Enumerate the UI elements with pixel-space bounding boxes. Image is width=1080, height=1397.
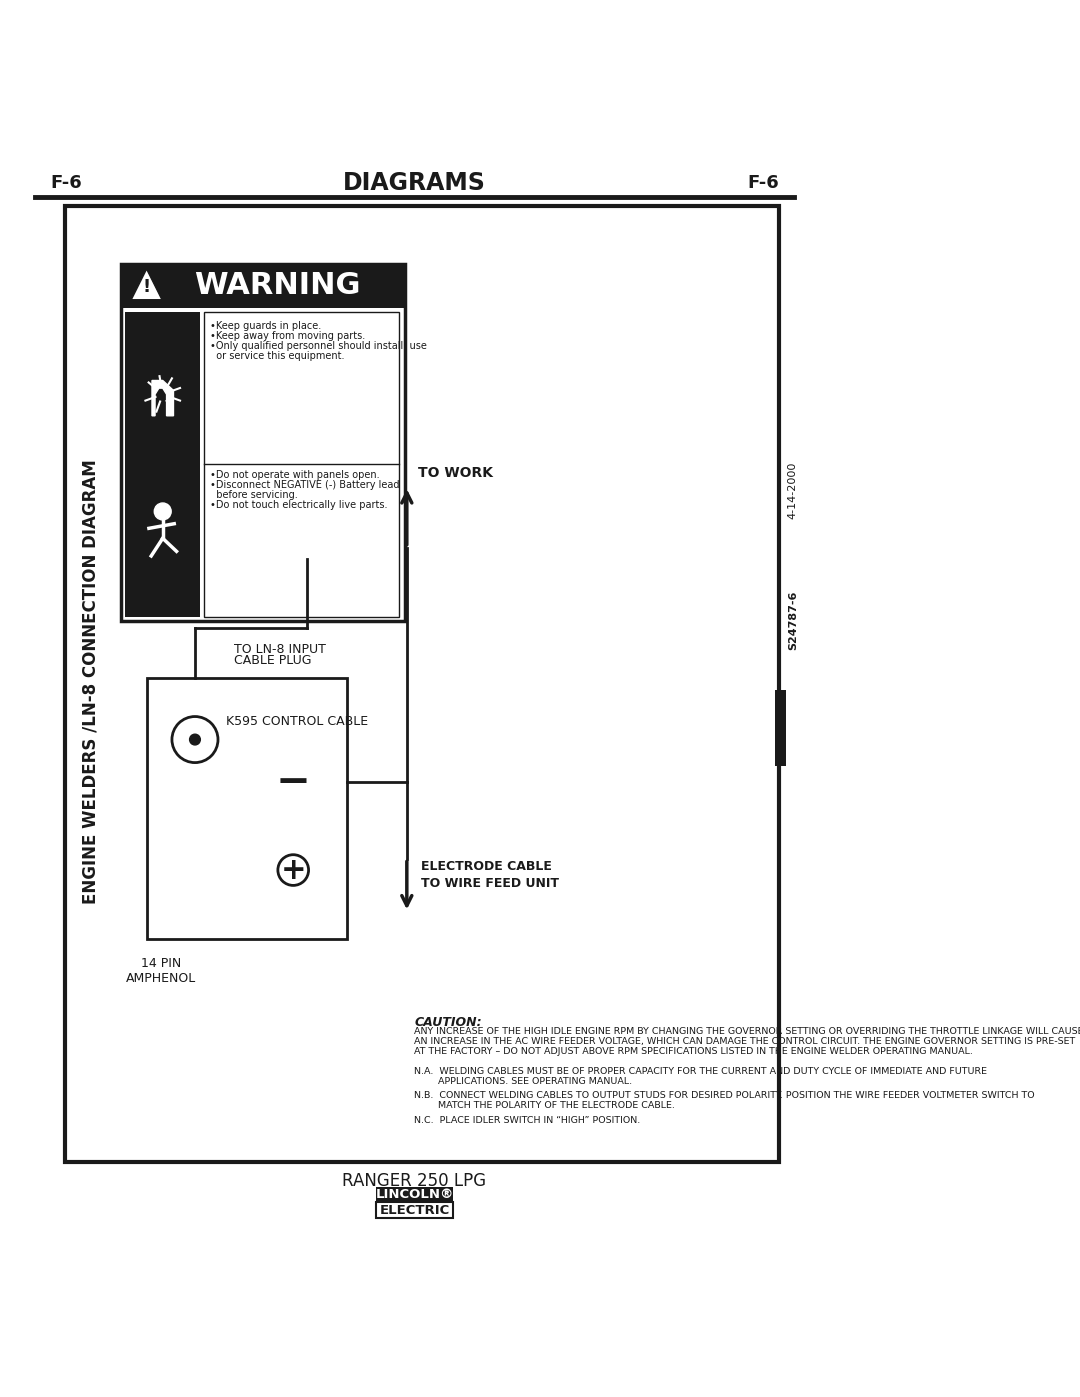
Text: N.B.  CONNECT WELDING CABLES TO OUTPUT STUDS FOR DESIRED POLARITY. POSITION THE : N.B. CONNECT WELDING CABLES TO OUTPUT ST…	[415, 1091, 1035, 1099]
Text: or service this equipment.: or service this equipment.	[210, 351, 345, 362]
Bar	[121, 264, 405, 309]
Text: !: !	[143, 278, 151, 296]
Text: •Do not touch electrically live parts.: •Do not touch electrically live parts.	[210, 500, 387, 510]
Bar	[147, 678, 347, 939]
Text: •Only qualified personnel should install, use: •Only qualified personnel should install…	[210, 341, 427, 351]
Text: TO WORK: TO WORK	[418, 467, 494, 481]
Text: 14 PIN
AMPHENOL: 14 PIN AMPHENOL	[126, 957, 197, 985]
Bar	[204, 312, 400, 616]
Text: •Keep away from moving parts.: •Keep away from moving parts.	[210, 331, 365, 341]
Text: CABLE PLUG: CABLE PLUG	[234, 654, 312, 666]
Text: APPLICATIONS. SEE OPERATING MANUAL.: APPLICATIONS. SEE OPERATING MANUAL.	[415, 1077, 633, 1085]
Circle shape	[154, 503, 171, 520]
Text: RANGER 250 LPG: RANGER 250 LPG	[342, 1172, 487, 1190]
Text: ELECTRIC: ELECTRIC	[379, 1204, 449, 1217]
Text: S24787-6: S24787-6	[788, 591, 798, 650]
Text: TO WIRE FEED UNIT: TO WIRE FEED UNIT	[420, 876, 558, 890]
Text: LINCOLN®: LINCOLN®	[376, 1189, 454, 1201]
Circle shape	[172, 717, 218, 763]
Text: CAUTION:: CAUTION:	[415, 1016, 482, 1030]
Text: TO LN-8 INPUT: TO LN-8 INPUT	[234, 643, 326, 657]
Bar	[121, 264, 405, 620]
Text: DIAGRAMS: DIAGRAMS	[343, 170, 486, 196]
Text: before servicing.: before servicing.	[210, 490, 297, 500]
Text: +: +	[281, 855, 306, 884]
Bar	[125, 312, 201, 616]
Text: ANY INCREASE OF THE HIGH IDLE ENGINE RPM BY CHANGING THE GOVERNOR SETTING OR OVE: ANY INCREASE OF THE HIGH IDLE ENGINE RPM…	[415, 1027, 1080, 1037]
Text: MATCH THE POLARITY OF THE ELECTRODE CABLE.: MATCH THE POLARITY OF THE ELECTRODE CABL…	[415, 1101, 675, 1111]
Bar	[376, 1187, 453, 1203]
Text: •Disconnect NEGATIVE (-) Battery lead: •Disconnect NEGATIVE (-) Battery lead	[210, 479, 399, 490]
Text: AN INCREASE IN THE AC WIRE FEEDER VOLTAGE, WHICH CAN DAMAGE THE CONTROL CIRCUIT.: AN INCREASE IN THE AC WIRE FEEDER VOLTAG…	[415, 1038, 1076, 1046]
Text: F-6: F-6	[747, 175, 779, 191]
Bar	[65, 207, 779, 1162]
Text: N.A.  WELDING CABLES MUST BE OF PROPER CAPACITY FOR THE CURRENT AND DUTY CYCLE O: N.A. WELDING CABLES MUST BE OF PROPER CA…	[415, 1066, 987, 1076]
Polygon shape	[132, 270, 162, 300]
Bar	[376, 1203, 453, 1218]
Text: ELECTRODE CABLE: ELECTRODE CABLE	[420, 859, 552, 873]
Text: N.C.  PLACE IDLER SWITCH IN “HIGH” POSITION.: N.C. PLACE IDLER SWITCH IN “HIGH” POSITI…	[415, 1116, 640, 1125]
Text: AT THE FACTORY – DO NOT ADJUST ABOVE RPM SPECIFICATIONS LISTED IN THE ENGINE WEL: AT THE FACTORY – DO NOT ADJUST ABOVE RPM…	[415, 1048, 973, 1056]
Text: WARNING: WARNING	[193, 271, 361, 300]
Circle shape	[190, 735, 201, 745]
Text: •Do not operate with panels open.: •Do not operate with panels open.	[210, 469, 379, 479]
Text: −: −	[275, 761, 311, 803]
Text: 4-14-2000: 4-14-2000	[788, 461, 798, 518]
Text: •Keep guards in place.: •Keep guards in place.	[210, 321, 321, 331]
Text: K595 CONTROL CABLE: K595 CONTROL CABLE	[227, 715, 368, 728]
Circle shape	[278, 855, 309, 886]
Bar	[775, 690, 786, 767]
Text: ENGINE WELDERS /LN-8 CONNECTION DIAGRAM: ENGINE WELDERS /LN-8 CONNECTION DIAGRAM	[82, 460, 99, 904]
Text: F-6: F-6	[50, 175, 82, 191]
Polygon shape	[152, 380, 174, 416]
